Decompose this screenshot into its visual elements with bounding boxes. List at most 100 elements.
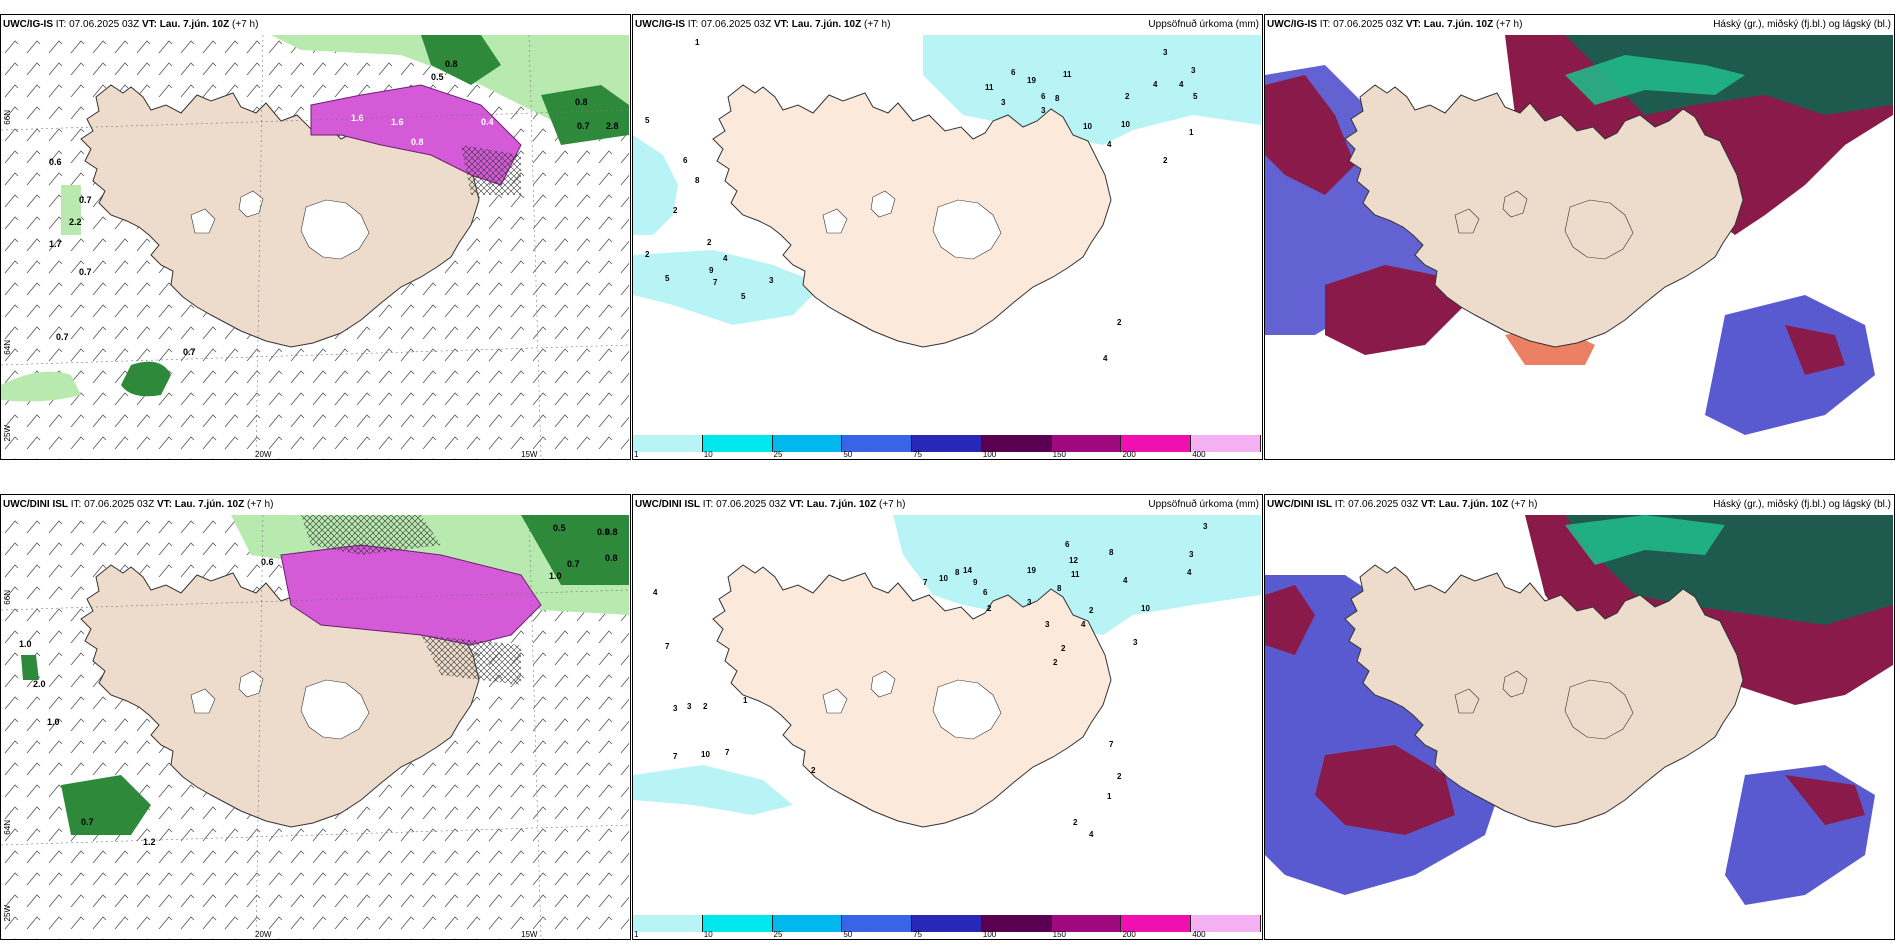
map-clouds[interactable] <box>1265 35 1893 459</box>
panel-dini-clouds: UWC/DINI ISL IT: 07.06.2025 03Z VT: Lau.… <box>1264 494 1895 940</box>
precip-label: 0.8 <box>575 97 588 107</box>
map-accum-precip[interactable]: 4 7 3 3 2 1 7 10 7 2 7 10 8 14 9 6 19 12… <box>633 515 1261 915</box>
precip-area <box>521 515 629 585</box>
precip-label: 3 <box>1191 66 1196 75</box>
precip-label: 5 <box>741 292 746 301</box>
lon-label: 25W <box>3 425 12 442</box>
lon-label: 15W <box>521 450 538 459</box>
precip-label: 3 <box>1189 550 1194 559</box>
precip-area <box>893 515 1261 635</box>
lon-label: 25W <box>3 905 12 922</box>
precip-label: 8 <box>695 176 700 185</box>
precip-labels: 4 7 3 3 2 1 7 10 7 2 7 10 8 14 9 6 19 12… <box>653 522 1208 839</box>
precip-label: 3 <box>1041 106 1046 115</box>
precip-label: 2 <box>1117 772 1122 781</box>
precip-label: 10 <box>701 750 710 759</box>
precip-label: 9 <box>709 266 714 275</box>
precip-label: 1.2 <box>143 837 156 847</box>
precip-area <box>61 775 151 835</box>
precip-label: 2 <box>811 766 816 775</box>
precip-label: 3 <box>1001 98 1006 107</box>
graticule <box>255 35 542 459</box>
colorbar-swatch <box>981 915 1052 932</box>
map-clouds[interactable] <box>1265 515 1893 939</box>
precip-label: 3 <box>1027 598 1032 607</box>
precip-label: 7 <box>923 578 928 587</box>
precip-label: 4 <box>1123 576 1128 585</box>
colorbar-swatch <box>633 915 703 932</box>
precip-label: 10 <box>1083 122 1092 131</box>
colorbar-swatch <box>842 915 913 932</box>
precip-label: 2 <box>645 250 650 259</box>
precip-area <box>633 135 678 235</box>
map-accum-precip[interactable]: 1 5 6 8 2 2 4 2 5 9 7 3 5 6 11 19 6 8 3 … <box>633 35 1261 435</box>
precip-label: 2 <box>673 206 678 215</box>
colorbar-tick: 75 <box>913 450 923 459</box>
colorbar-tick: 200 <box>1122 930 1136 939</box>
precip-label: 6 <box>1041 92 1046 101</box>
precip-label: 0.6 <box>261 557 274 567</box>
map-wind-precip[interactable]: 0.6 0.7 2.2 1.7 0.7 0.7 0.7 0.8 2.8 0.7 … <box>1 35 629 459</box>
panel-header: UWC/IG-IS IT: 07.06.2025 03Z VT: Lau. 7.… <box>1267 19 1891 30</box>
precip-label: 5 <box>665 274 670 283</box>
colorbar-swatch <box>1121 915 1192 932</box>
precip-label: 2 <box>1053 658 1058 667</box>
precip-label: 4 <box>1179 80 1184 89</box>
precip-label: 3 <box>1133 638 1138 647</box>
precip-label: 0.4 <box>481 117 494 127</box>
precip-label: 3 <box>1203 522 1208 531</box>
colorbar-tick: 50 <box>843 450 853 459</box>
precip-label: 0.7 <box>56 332 69 342</box>
precip-label: 4 <box>1081 620 1086 629</box>
precip-label: 4 <box>1153 80 1158 89</box>
precip-area <box>21 655 39 680</box>
panel-dini-wind-precip: UWC/DINI ISL IT: 07.06.2025 03Z VT: Lau.… <box>0 494 631 940</box>
colorbar-swatch <box>1051 435 1122 452</box>
precip-label: 0.5 <box>553 523 566 533</box>
precip-label: 1 <box>1107 792 1112 801</box>
precip-label: 2 <box>1073 818 1078 827</box>
hatch-area <box>421 635 521 685</box>
colorbar-swatch <box>1191 435 1261 452</box>
precip-label: 1.0 <box>19 639 32 649</box>
precip-label: 7 <box>713 278 718 287</box>
iceland-land <box>712 564 1112 828</box>
high-cloud <box>1785 325 1845 375</box>
precip-label: 10 <box>939 574 948 583</box>
colorbar-tick: 25 <box>773 450 783 459</box>
colorbar-swatch <box>702 435 773 452</box>
precip-label: 1.6 <box>351 113 364 123</box>
precip-label: 6 <box>983 588 988 597</box>
precip-label: 10 <box>1121 120 1130 129</box>
colorbar-tick: 25 <box>773 930 783 939</box>
lat-label: 64N <box>3 340 12 355</box>
precip-area <box>633 765 793 815</box>
lat-label: 64N <box>3 820 12 835</box>
panel-header: UWC/DINI ISL IT: 07.06.2025 03Z VT: Lau.… <box>3 499 274 510</box>
precip-label: 4 <box>1103 354 1108 363</box>
map-wind-precip[interactable]: 1.0 2.0 1.0 0.7 1.2 0.6 0.8 0.5 0.9 0.8 … <box>1 515 629 939</box>
high-cloud <box>1265 585 1315 655</box>
precip-label: 2 <box>707 238 712 247</box>
lon-label: 20W <box>255 450 272 459</box>
precip-label: 0.8 <box>605 553 618 563</box>
precip-label: 2 <box>703 702 708 711</box>
precip-label: 8 <box>1057 584 1062 593</box>
colorbar-tick: 10 <box>703 450 713 459</box>
colorbar-tick: 150 <box>1052 930 1067 939</box>
precip-label: 2 <box>1117 318 1122 327</box>
low-cloud <box>1705 295 1875 435</box>
high-cloud <box>1265 75 1355 195</box>
colorbar-swatch <box>1191 915 1261 932</box>
precip-label: 11 <box>1071 570 1080 579</box>
colorbar-tick: 50 <box>843 930 853 939</box>
precip-label: 0.7 <box>577 121 590 131</box>
colorbar-tick: 1 <box>634 930 639 939</box>
colorbar-tick: 75 <box>913 930 923 939</box>
precip-label: 2 <box>1089 606 1094 615</box>
graticule <box>255 515 542 939</box>
precip-area <box>271 35 629 125</box>
lat-label: 66N <box>3 110 12 125</box>
precip-label: 5 <box>1193 92 1198 101</box>
precip-label: 8 <box>955 568 960 577</box>
